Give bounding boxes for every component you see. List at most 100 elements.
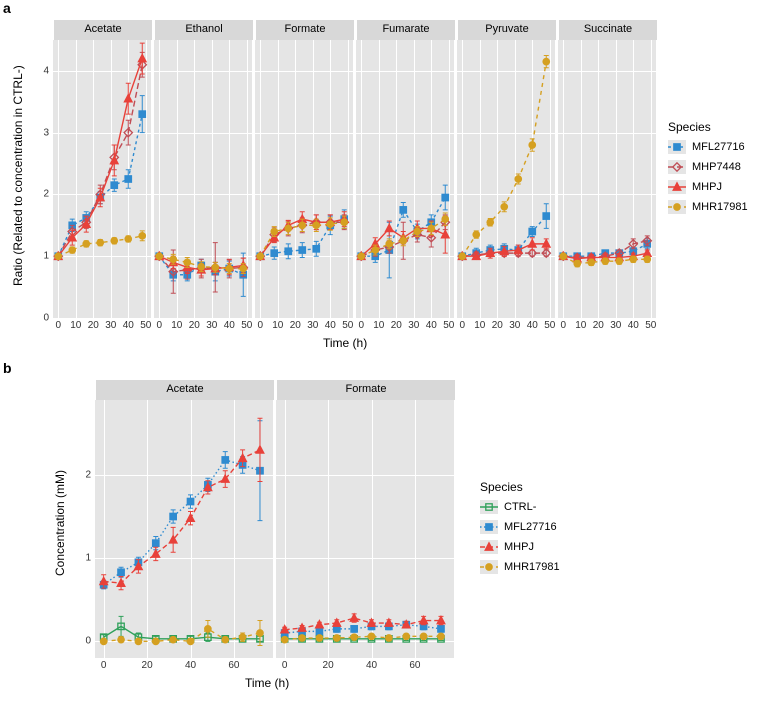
- legend-label: CTRL-: [504, 501, 536, 513]
- series-layer: [53, 40, 151, 318]
- series-layer: [95, 400, 273, 658]
- x-tick-label: 0: [560, 320, 566, 331]
- series-marker: [602, 258, 608, 264]
- legend-item: MHPJ: [668, 180, 748, 194]
- legend-label: MFL27716: [692, 141, 745, 153]
- x-axis-title: Time (h): [323, 336, 367, 350]
- x-tick-label: 10: [373, 320, 384, 331]
- series-line: [104, 626, 260, 638]
- facet-strip: Formate: [255, 20, 354, 40]
- series-marker: [351, 626, 357, 632]
- facet-panel: 01020304050: [255, 40, 353, 318]
- series-marker: [428, 225, 434, 231]
- series-layer: [255, 40, 353, 318]
- series-marker: [239, 454, 247, 461]
- x-tick-label: 20: [290, 320, 301, 331]
- series-marker: [459, 253, 465, 259]
- series-marker: [187, 514, 195, 521]
- series-marker: [153, 540, 159, 546]
- x-tick-label: 20: [492, 320, 503, 331]
- series-marker: [543, 213, 549, 219]
- legend-label: MHPJ: [692, 181, 722, 193]
- y-tick-label: 3: [43, 127, 49, 138]
- series-marker: [403, 633, 409, 639]
- series-marker: [138, 54, 146, 61]
- series-marker: [630, 256, 636, 262]
- x-tick-label: 50: [241, 320, 252, 331]
- series-marker: [281, 636, 287, 642]
- facet-strip: Formate: [276, 380, 455, 400]
- facet-strip: Fumarate: [356, 20, 455, 40]
- series-marker: [170, 513, 176, 519]
- series-marker: [616, 258, 622, 264]
- series-marker: [341, 219, 347, 225]
- series-marker: [285, 248, 291, 254]
- series-marker: [187, 498, 193, 504]
- y-tick-label: 0: [43, 313, 49, 324]
- x-tick-label: 40: [527, 320, 538, 331]
- series-line: [285, 625, 441, 633]
- series-marker: [368, 633, 374, 639]
- x-tick-label: 10: [272, 320, 283, 331]
- facet: Ethanol01020304050: [154, 20, 253, 318]
- series-marker: [124, 95, 132, 102]
- series-marker: [299, 247, 305, 253]
- series-marker: [111, 238, 117, 244]
- x-tick-label: 0: [459, 320, 465, 331]
- facet-panel: 01020304050: [53, 40, 151, 318]
- series-marker: [125, 236, 131, 242]
- legend-label: MHP7448: [692, 161, 741, 173]
- error-bar: [119, 616, 124, 636]
- series-marker: [414, 228, 420, 234]
- y-axis-title: Concentration (mM): [53, 470, 67, 576]
- y-tick-label: 2: [85, 469, 91, 480]
- series-marker: [198, 264, 204, 270]
- x-tick-label: 40: [628, 320, 639, 331]
- series-marker: [438, 633, 444, 639]
- x-tick-label: 0: [101, 660, 107, 671]
- series-marker: [313, 222, 319, 228]
- legend-item: MHP7448: [668, 160, 748, 174]
- legend-item: MHR17981: [668, 200, 748, 214]
- legend-label: MHR17981: [504, 561, 560, 573]
- facet: Fumarate01020304050: [356, 20, 455, 318]
- series-marker: [139, 233, 145, 239]
- legend-key: [668, 180, 686, 194]
- series-marker: [69, 247, 75, 253]
- series-marker: [135, 638, 141, 644]
- facet: Pyruvate01020304050: [457, 20, 556, 318]
- x-tick-label: 40: [185, 660, 196, 671]
- series-marker: [543, 58, 549, 64]
- series-marker: [117, 579, 125, 586]
- legend-key: [480, 520, 498, 534]
- series-marker: [222, 457, 228, 463]
- series-marker: [257, 253, 263, 259]
- facet-strip: Ethanol: [154, 20, 253, 40]
- figure-b: b Concentration (mM)012Acetate0204060For…: [0, 360, 778, 722]
- series-marker: [501, 204, 507, 210]
- series-marker: [271, 228, 277, 234]
- legend-label: MHPJ: [504, 541, 534, 553]
- facet: Formate0204060: [276, 380, 455, 658]
- x-tick-label: 40: [366, 660, 377, 671]
- facet-panel: 01020304050: [558, 40, 656, 318]
- series-marker: [271, 250, 277, 256]
- x-tick-label: 50: [443, 320, 454, 331]
- x-tick-label: 20: [593, 320, 604, 331]
- series-line: [104, 450, 260, 583]
- y-axis-title: Ratio (Related to concentration in CTRL-…: [11, 65, 25, 286]
- series-marker: [316, 635, 322, 641]
- series-layer: [558, 40, 656, 318]
- facet-strip: Acetate: [95, 380, 274, 400]
- series-marker: [438, 626, 444, 632]
- series-marker: [285, 225, 291, 231]
- series-marker: [588, 259, 594, 265]
- facet-panel: 0204060: [95, 400, 273, 658]
- legend-key: [480, 540, 498, 554]
- x-tick-label: 50: [544, 320, 555, 331]
- series-marker: [212, 264, 218, 270]
- series-marker: [529, 142, 535, 148]
- series-marker: [222, 636, 228, 642]
- series-marker: [442, 194, 448, 200]
- legend-label: MHR17981: [692, 201, 748, 213]
